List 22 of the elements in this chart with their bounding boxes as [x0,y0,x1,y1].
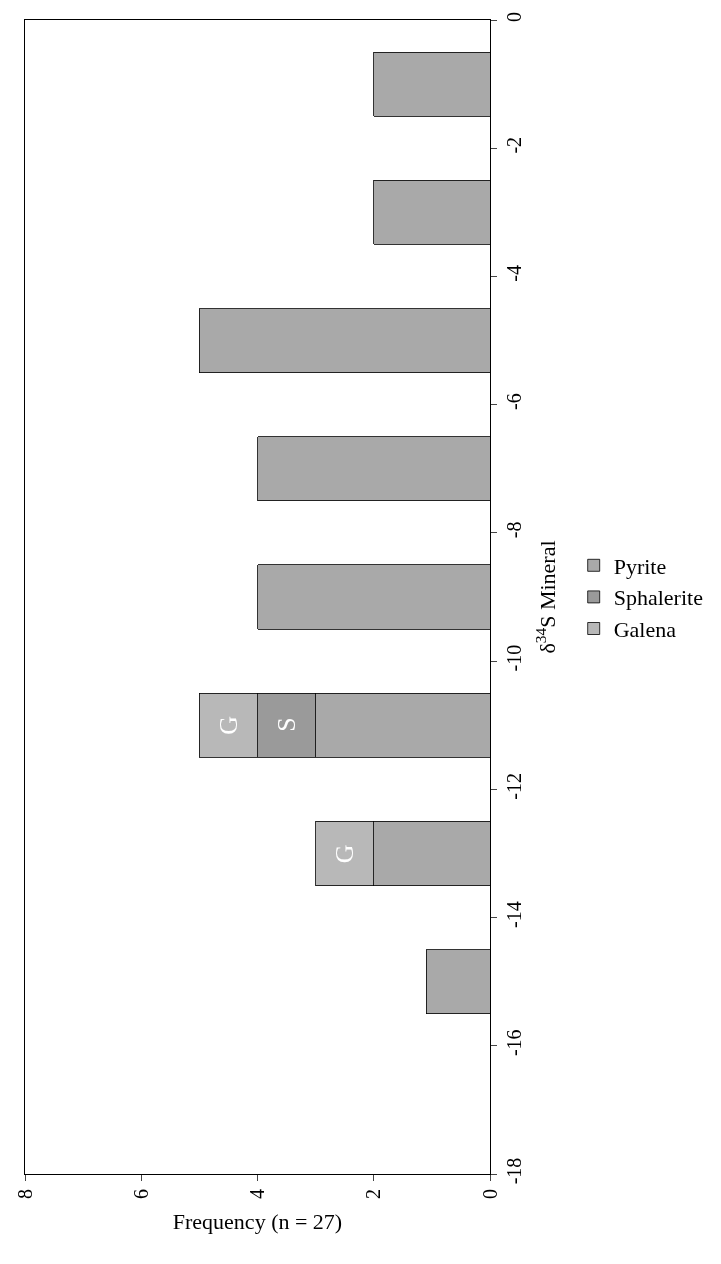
x-axis-title: Frequency (n = 27) [172,1208,343,1234]
annotation: G [330,844,360,864]
legend-label: Sphalerite [613,585,703,611]
y-tick-label: -8 [503,521,525,539]
y-tick-label: -6 [503,393,525,411]
x-tick-label: 8 [13,1189,36,1199]
y-tick-label: -4 [503,265,525,282]
y-tick-label: -2 [503,136,525,154]
y-tick-label: 0 [503,12,525,22]
y-tick-label: -10 [503,644,525,672]
annotation: G [214,715,244,735]
y-tick-label: -12 [503,772,525,800]
legend-label: Galena [613,617,677,643]
y-tick-label: -16 [503,1029,525,1057]
x-tick-label: 2 [362,1189,385,1199]
x-tick-label: 6 [129,1189,152,1199]
x-tick-label: 0 [478,1189,501,1199]
y-tick-label: -18 [503,1157,525,1185]
y-tick-label: -14 [503,901,525,928]
annotation: S [272,717,302,732]
legend-label: Pyrite [613,553,667,579]
x-tick-label: 4 [246,1189,268,1199]
